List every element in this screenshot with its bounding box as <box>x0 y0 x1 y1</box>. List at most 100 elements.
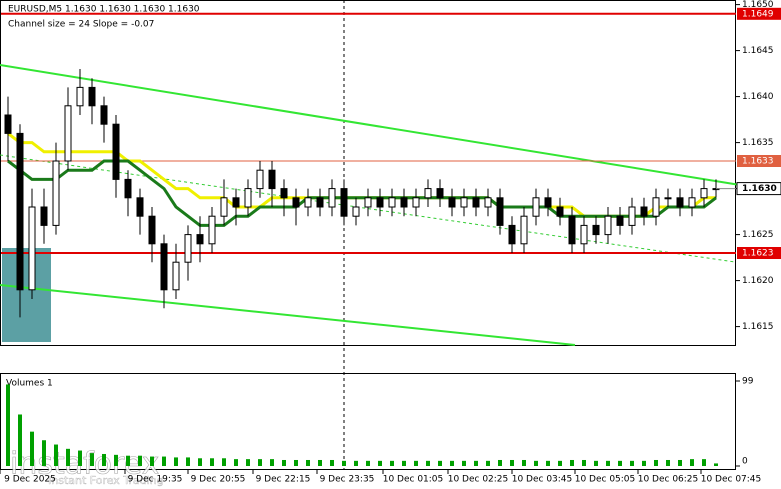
volume-bar <box>426 460 430 466</box>
candle-body <box>148 215 156 245</box>
y-tick-label: 1.1625 <box>742 230 774 240</box>
y-tick-label: 1.1650 <box>742 0 774 10</box>
volume-bar <box>186 457 190 466</box>
candle-body <box>592 224 600 236</box>
volume-bar <box>102 453 106 466</box>
level-label: 1.1649 <box>742 9 774 19</box>
level-tag <box>737 247 781 259</box>
volume-tick-label: 99 <box>742 377 754 387</box>
candle-body <box>136 197 144 217</box>
candle-body <box>568 215 576 245</box>
volume-bar <box>390 460 394 466</box>
candle-body <box>316 197 324 208</box>
candle-body <box>292 197 300 208</box>
candle-body <box>436 188 444 199</box>
candle-body <box>556 206 564 217</box>
level-label: 1.1633 <box>742 157 774 167</box>
candle-body <box>256 169 264 190</box>
current-price-tag <box>736 182 781 196</box>
volume-bar <box>78 450 82 466</box>
y-tick-label: 1.1645 <box>742 46 774 56</box>
candle-body <box>616 215 624 226</box>
candle-body <box>160 243 168 291</box>
chart-subtitle: Channel size = 24 Slope = -0.07 <box>8 20 154 30</box>
candle-body <box>232 197 240 208</box>
candle-body <box>196 234 204 245</box>
volume-bar <box>42 440 46 466</box>
volume-bar <box>282 459 286 466</box>
candle-body <box>64 105 72 162</box>
candle-body <box>652 197 660 217</box>
volume-bar <box>66 448 70 466</box>
candle-body <box>280 188 288 199</box>
moving-average <box>7 159 717 227</box>
watermark-tagline: Instant Forex Trading <box>48 474 164 487</box>
x-tick-label: 9 Dec 22:15 <box>256 475 311 485</box>
volume-bar <box>438 460 442 466</box>
candle-body <box>172 261 180 291</box>
candle-body <box>532 197 540 217</box>
volume-panel <box>0 373 736 470</box>
candle-body <box>112 123 120 180</box>
volume-bar <box>666 459 670 466</box>
volume-bar <box>294 459 298 466</box>
volume-bar <box>330 459 334 466</box>
volume-tick-label: 0 <box>742 457 748 467</box>
volume-bar <box>606 460 610 466</box>
candle-body <box>496 197 504 226</box>
candle-body <box>640 206 648 217</box>
volume-bar <box>114 454 118 466</box>
candle-body <box>76 86 84 107</box>
chart-title: EURUSD,M5 1.1630 1.1630 1.1630 1.1630 <box>8 5 200 15</box>
candle-body <box>124 178 132 199</box>
x-tick-label: 9 Dec 19:35 <box>128 475 183 485</box>
volume-bar <box>510 459 514 466</box>
x-tick-label: 9 Dec 2025 <box>4 475 56 485</box>
candle-body <box>412 197 420 208</box>
volume-bar <box>90 453 94 466</box>
volume-bar <box>654 459 658 466</box>
candle-body <box>400 197 408 208</box>
volume-bar <box>462 460 466 466</box>
volume-bar <box>270 459 274 466</box>
volume-bar <box>414 460 418 466</box>
level-tag <box>737 7 781 20</box>
x-tick-label: 10 Dec 03:45 <box>512 475 573 485</box>
volume-bar <box>54 444 58 466</box>
volume-bar <box>546 460 550 466</box>
x-tick-label: 9 Dec 23:35 <box>320 475 375 485</box>
volume-bar <box>6 384 10 466</box>
candle-body <box>268 169 276 190</box>
volume-bar <box>234 459 238 466</box>
volume-bar <box>618 460 622 466</box>
candle-body <box>700 188 708 199</box>
volume-bar <box>714 463 718 466</box>
candle-body <box>208 215 216 245</box>
candle-body <box>40 206 48 226</box>
volume-bar <box>210 458 214 466</box>
candle-body <box>688 197 696 208</box>
y-tick-label: 1.1620 <box>742 276 774 286</box>
volume-bar <box>150 456 154 466</box>
volume-bar <box>306 459 310 466</box>
volume-bar <box>126 455 130 466</box>
watermark-brand: instaforex <box>10 447 159 482</box>
main-panel <box>0 0 736 346</box>
candle-body <box>448 197 456 208</box>
y-tick-label: 1.1635 <box>742 138 774 148</box>
y-tick-label: 1.1640 <box>742 92 774 102</box>
candle-body <box>472 197 480 208</box>
candle-body <box>184 234 192 263</box>
zone-box <box>2 248 51 342</box>
volume-bar <box>678 459 682 466</box>
channel-upper <box>0 64 741 186</box>
volume-bar <box>174 457 178 466</box>
volume-bar <box>18 414 22 466</box>
candle-body <box>460 197 468 208</box>
candle-body <box>88 86 96 107</box>
candle-body <box>244 188 252 208</box>
candle-body <box>676 197 684 208</box>
candle-body <box>352 206 360 217</box>
volume-bar <box>690 459 694 466</box>
